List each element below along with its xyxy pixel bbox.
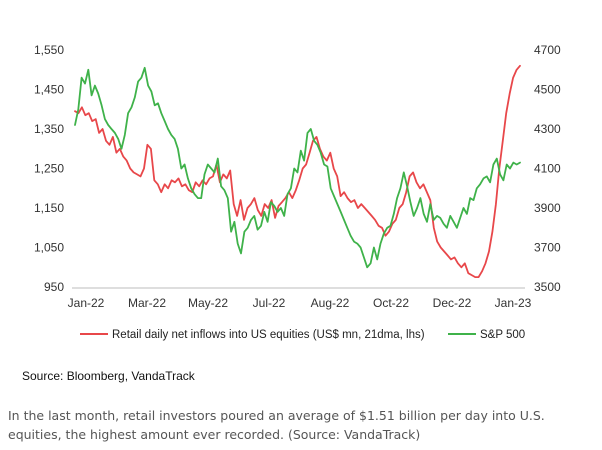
- y-right-tick-label: 3900: [534, 201, 561, 215]
- caption: In the last month, retail investors pour…: [8, 408, 545, 442]
- series-line-sp500: [74, 66, 521, 269]
- x-tick-label: Aug-22: [311, 296, 350, 310]
- y-right-tick-label: 4700: [534, 43, 561, 57]
- y-right-tick-label: 4100: [534, 162, 561, 176]
- y-right-tick-label: 4500: [534, 83, 561, 97]
- x-tick-label: May-22: [188, 296, 228, 310]
- line-chart: 950 1,050 1,150 1,250 1,350 1,450 1,550 3500 370…: [34, 43, 561, 341]
- x-tick-label: Jul-22: [253, 296, 286, 310]
- chart-area: 950 1,050 1,150 1,250 1,350 1,450 1,550 3500 370…: [34, 43, 561, 341]
- y-right-tick-label: 3700: [534, 241, 561, 255]
- y-left-tick-label: 1,150: [34, 201, 64, 215]
- y-left-tick-label: 1,250: [34, 162, 64, 176]
- x-tick-label: Oct-22: [373, 296, 409, 310]
- y-left-tick-label: 1,050: [34, 241, 64, 255]
- y-left-tick-label: 950: [44, 280, 64, 294]
- y-left-tick-label: 1,350: [34, 122, 64, 136]
- y-right-tick-label: 4300: [534, 122, 561, 136]
- y-left-tick-label: 1,450: [34, 83, 64, 97]
- x-tick-label: Jan-22: [68, 296, 105, 310]
- y-left-tick-label: 1,550: [34, 43, 64, 57]
- x-tick-label: Mar-22: [128, 296, 166, 310]
- y-right-tick-label: 3500: [534, 280, 561, 294]
- source-note: Source: Bloomberg, VandaTrack: [22, 369, 195, 383]
- legend-label-sp500: S&P 500: [480, 329, 525, 341]
- x-tick-label: Jan-23: [495, 296, 532, 310]
- series-line-retail-inflows: [74, 64, 521, 279]
- x-tick-label: Dec-22: [433, 296, 472, 310]
- legend-label-retail-inflows: Retail daily net inflows into US equitie…: [112, 329, 425, 341]
